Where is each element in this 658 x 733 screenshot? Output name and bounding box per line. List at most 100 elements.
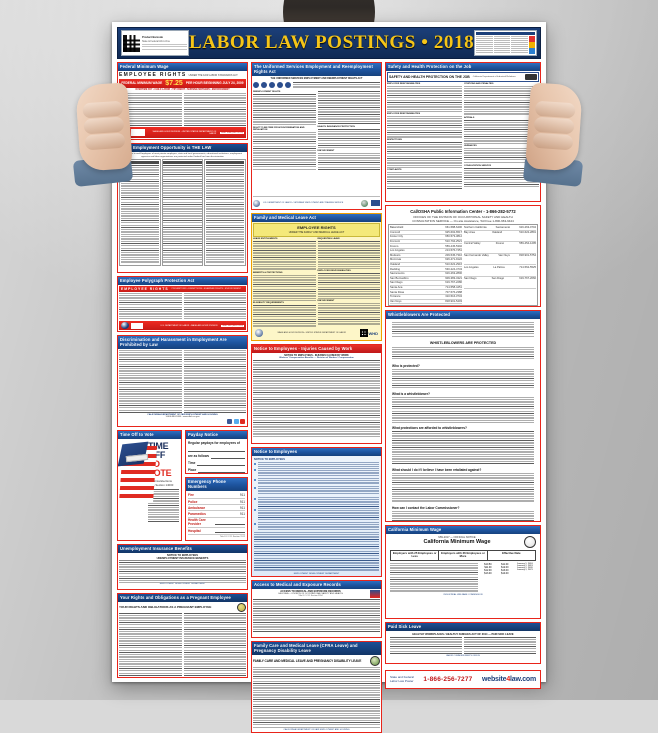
- wb-question: What is a whistleblower?: [392, 391, 430, 396]
- payday-input-line[interactable]: [188, 447, 245, 452]
- region-city: San Diego: [491, 277, 505, 281]
- eeo-protected-grid: [119, 159, 247, 266]
- panel-uniformed-services-userra[interactable]: The Uniformed Services Employment and Re…: [251, 62, 382, 210]
- footer-phone-number[interactable]: 1-866-256-7277: [423, 676, 473, 683]
- nte-bullet: [254, 508, 379, 521]
- wb-intro: [392, 321, 534, 338]
- office-name: Concord: [390, 230, 401, 234]
- osha-office-row: Fremont 510-794-2521: [390, 240, 462, 245]
- dfeh-body-col-2: [183, 349, 246, 414]
- barcode-sub: State & Federal All-In-One: [142, 39, 170, 43]
- ui-subtitle: NOTICE TO EMPLOYEES: [167, 553, 198, 557]
- region-phone: 510-622-2891: [519, 230, 536, 234]
- panel-access-to-medical-exposure-records[interactable]: Access to Medical and Exposure Records A…: [251, 580, 382, 638]
- office-phone: 310-516-3734: [445, 295, 462, 299]
- panel-employee-polygraph-protection-act[interactable]: Employee Polygraph Protection Act EMPLOY…: [117, 276, 248, 332]
- amer-ref: Title 8 C.C.R. Section 3204: [298, 595, 323, 598]
- panel-emergency-phone-numbers[interactable]: Emergency Phone Numbers Fire 911 Police …: [185, 477, 248, 541]
- mw-col-small-employer: Employers with 25 Employees or Less: [391, 550, 440, 560]
- emergency-input-line[interactable]: [215, 528, 245, 534]
- panel-time-off-to-vote[interactable]: Time Off to Vote TIME OFF TO VOTE Califo…: [117, 430, 182, 541]
- office-phone: 661-588-6400: [445, 226, 462, 230]
- panel-family-and-medical-leave-act[interactable]: Family and Medical Leave Act EMPLOYEE RI…: [251, 213, 382, 341]
- panel-pregnant-employee-rights[interactable]: Your Rights and Obligations as a Pregnan…: [117, 592, 248, 678]
- region-name: Bay Area: [464, 230, 475, 234]
- panel-safety-and-health-protection[interactable]: Safety and Health Protection on the Job …: [385, 62, 541, 202]
- region-name: Central Valley: [464, 242, 481, 246]
- panel-header: Discrimination and Harassment in Employm…: [118, 336, 247, 349]
- dfeh-seal-icon: [370, 655, 380, 666]
- payday-input-line[interactable]: [197, 461, 245, 466]
- payday-input-line[interactable]: [211, 454, 245, 459]
- panel-whistleblowers-are-protected[interactable]: Whistleblowers Are Protected WHISTLEBLOW…: [385, 310, 541, 522]
- panel-header: Emergency Phone Numbers: [186, 478, 247, 491]
- cal-osha-logo-icon: [370, 589, 380, 598]
- payday-field[interactable]: Place: [188, 468, 245, 473]
- panel-cal-osha-information-center[interactable]: Cal/OSHA Public Information Center - 1-8…: [385, 205, 541, 307]
- qr-code-icon: [123, 34, 140, 52]
- emergency-row: Hospital: [188, 528, 245, 535]
- panel-federal-minimum-wage[interactable]: Federal Minimum Wage EMPLOYEE RIGHTS UND…: [117, 62, 248, 140]
- panel-unemployment-insurance-benefits[interactable]: Unemployment Insurance Benefits NOTICE T…: [117, 543, 248, 590]
- mw-column-header: Effective Date: [502, 550, 521, 555]
- mw-column-header: Employers with 26 Employees or More: [441, 550, 485, 559]
- osha-office-row: Bakersfield 661-588-6400: [390, 226, 462, 231]
- office-name: Santa Rosa: [390, 290, 405, 294]
- fmla-band-title: EMPLOYEE RIGHTS: [297, 224, 336, 230]
- payday-field[interactable]: are as follows: [188, 454, 245, 459]
- panel-header: Federal Minimum Wage: [118, 63, 247, 71]
- payday-field[interactable]: Regular paydays for employees of: [188, 441, 245, 445]
- youtube-icon[interactable]: [240, 419, 245, 425]
- eeo-cell: [161, 159, 204, 266]
- poster-title-banner: Product Barcode State & Federal All-In-O…: [117, 27, 541, 59]
- nte-bullet: [254, 461, 379, 467]
- knuckle: [83, 116, 125, 135]
- fmw-red-banner: OVERTIME PAY • CHILD LABOR • TIP CREDIT …: [135, 88, 230, 91]
- cfra-body-text: [253, 666, 380, 729]
- dir-logo-icon: [525, 73, 537, 80]
- panel-discrimination-harassment-prohibited[interactable]: Discrimination and Harassment in Employm…: [117, 335, 248, 428]
- labor-law-poster[interactable]: Product Barcode State & Federal All-In-O…: [112, 22, 546, 733]
- panel-paid-sick-leave[interactable]: Paid Sick Leave HEALTHY WORKPLACES / HEA…: [385, 622, 541, 664]
- fmw-body-col-2: [183, 92, 246, 126]
- panel-cfra-pregnancy-disability-leave[interactable]: Family Care and Medical Leave (CFRA Leav…: [251, 641, 382, 733]
- osha-office-row: Modesto 209-545-7310: [390, 254, 462, 259]
- panel-injuries-caused-by-work[interactable]: Notice to Employees - Injuries Caused by…: [251, 344, 382, 444]
- consultation-row: Los Angeles La Palma 714-562-5525: [464, 265, 536, 277]
- shp-section-title: APPEALS: [464, 116, 475, 119]
- emergency-row: Ambulance 911: [188, 505, 245, 512]
- mw-effective-date: January 1, 2021: [517, 568, 533, 571]
- knuckle: [533, 116, 575, 135]
- osha-office-row: San Diego 619-767-2280: [390, 281, 462, 286]
- emergency-input-line[interactable]: [215, 520, 245, 525]
- panel-notice-to-employees[interactable]: Notice to Employees NOTICE TO EMPLOYEES: [251, 447, 382, 577]
- emergency-row: Health Care Provider: [188, 518, 245, 528]
- emergency-label: Paramedics: [188, 511, 206, 516]
- poster-footer[interactable]: State and Federal Labor Law Poster 1-866…: [385, 670, 541, 689]
- facebook-icon[interactable]: [227, 419, 232, 425]
- panel-header: The Uniformed Services Employment and Re…: [252, 63, 381, 76]
- osha-office-row: Monrovia 626-471-9122: [390, 258, 462, 263]
- twitter-icon[interactable]: [233, 419, 239, 425]
- osha-office-row: Santa Ana 714-558-4451: [390, 286, 462, 291]
- payday-input-line[interactable]: [198, 468, 245, 473]
- osha-district-offices: Bakersfield 661-588-6400 Concord 925-602…: [390, 226, 462, 305]
- footer-website-logo[interactable]: website4law.com: [482, 676, 536, 683]
- eeo-subtitle: Applicants to and Employees of most priv…: [123, 152, 242, 158]
- office-name: Van Nuys: [390, 299, 402, 303]
- panel-payday-notice[interactable]: Payday Notice Regular paydays for employ…: [185, 430, 248, 475]
- panel-california-minimum-wage[interactable]: California Minimum Wage MW-2017 — OFFICI…: [385, 525, 541, 619]
- osha-office-row: Van Nuys 818-901-5403: [390, 300, 462, 305]
- cfra-subtitle: FAMILY CARE AND MEDICAL LEAVE AND PREGNA…: [253, 658, 362, 663]
- office-name: Santa Ana: [390, 286, 403, 290]
- footer-line-1: State and Federal: [390, 674, 414, 679]
- shp-section-title: COMPLAINTS: [387, 168, 402, 171]
- panel-header: Notice to Employees - Injuries Caused by…: [252, 345, 381, 353]
- knuckle: [534, 100, 576, 119]
- panel-equal-employment-opportunity[interactable]: Equal Employment Opportunity is THE LAW …: [117, 143, 248, 273]
- payday-field[interactable]: Time: [188, 461, 245, 466]
- office-name: Sacramento: [390, 272, 405, 276]
- dfeh-seal-icon: [237, 602, 246, 612]
- mw-value-large: $11.00: [501, 562, 509, 566]
- office-name: San Bernardino: [390, 276, 409, 280]
